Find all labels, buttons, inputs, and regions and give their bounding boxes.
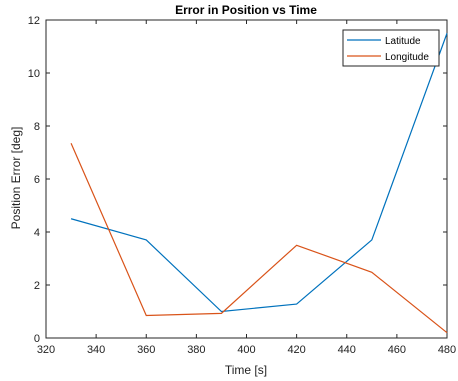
y-tick-label: 12 bbox=[28, 15, 40, 27]
legend-label: Latitude bbox=[385, 36, 421, 47]
y-axis-label: Position Error [deg] bbox=[9, 127, 23, 230]
series-line-latitude bbox=[70, 33, 448, 313]
y-tick-label: 8 bbox=[34, 121, 40, 133]
series-line-longitude bbox=[70, 142, 448, 334]
x-tick-label: 420 bbox=[287, 344, 305, 356]
legend-label: Longitude bbox=[385, 52, 429, 63]
legend: Latitude Longitude bbox=[342, 29, 440, 67]
x-tick-label: 440 bbox=[338, 344, 356, 356]
x-tick-label: 380 bbox=[187, 344, 205, 356]
x-tick-label: 360 bbox=[137, 344, 155, 356]
x-axis-label: Time [s] bbox=[225, 363, 267, 377]
x-tick-label: 480 bbox=[438, 344, 456, 356]
axis-ticks: 320 340 360 380 400 420 440 460 480 0 2 4 6 8 10 12 bbox=[28, 15, 456, 356]
legend-box bbox=[342, 29, 440, 67]
x-tick-label: 400 bbox=[237, 344, 255, 356]
x-tick-label: 460 bbox=[388, 344, 406, 356]
y-tick-label: 4 bbox=[34, 227, 40, 239]
y-tick-label: 0 bbox=[34, 333, 40, 345]
data-series bbox=[70, 33, 448, 334]
x-tick-label: 340 bbox=[87, 344, 105, 356]
y-tick-label: 2 bbox=[34, 280, 40, 292]
y-tick-label: 6 bbox=[34, 174, 40, 186]
y-tick-label: 10 bbox=[28, 68, 40, 80]
chart-title: Error in Position vs Time bbox=[175, 3, 317, 17]
x-tick-label: 320 bbox=[37, 344, 55, 356]
